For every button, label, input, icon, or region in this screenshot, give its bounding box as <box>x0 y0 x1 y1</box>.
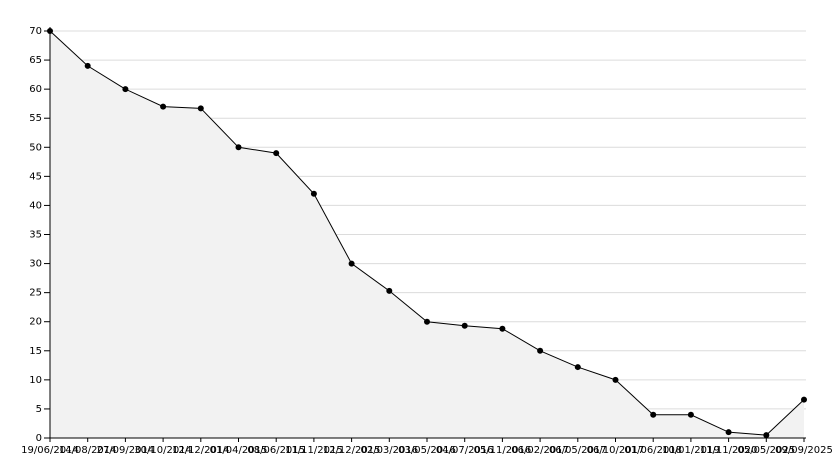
point <box>348 260 355 267</box>
point <box>763 432 770 439</box>
point <box>650 411 657 418</box>
point <box>273 150 280 157</box>
point <box>499 325 506 332</box>
point <box>574 364 581 371</box>
x-tick-label: 11/11/2015 <box>285 445 343 456</box>
point <box>687 411 694 418</box>
point <box>461 322 468 329</box>
point <box>424 318 430 325</box>
x-tick-label: 10/01/2019 <box>662 445 720 456</box>
area-fill <box>50 31 804 438</box>
y-tick-label: 60 <box>29 84 42 95</box>
y-tick-label: 10 <box>29 375 42 386</box>
y-tick-label: 50 <box>29 142 42 153</box>
x-tick-label: 01/04/2015 <box>210 445 268 456</box>
y-tick-label: 65 <box>29 55 42 66</box>
y-tick-label: 45 <box>29 171 42 182</box>
y-tick-label: 40 <box>29 200 42 211</box>
x-tick-label: 06/10/2017 <box>587 445 645 456</box>
y-tick-label: 15 <box>29 346 42 357</box>
point <box>47 28 53 34</box>
x-tick-label: 12/12/2015 <box>323 445 381 456</box>
x-tick-label: 14/08/2014 <box>59 445 117 456</box>
x-tick-label: 03/05/2016 <box>398 445 456 456</box>
x-tick-label: 30/10/2014 <box>134 445 192 456</box>
y-tick-label: 25 <box>29 288 42 299</box>
x-tick-label: 11/11/2020 <box>700 445 758 456</box>
x-tick-label: 27/09/2014 <box>97 445 155 456</box>
x-tick-label: 04/07/2016 <box>436 445 494 456</box>
x-tick-label: 08/06/2015 <box>247 445 305 456</box>
x-tick-label: 06/05/2017 <box>549 445 607 456</box>
x-tick-label: 05/11/2016 <box>474 445 532 456</box>
x-tick-label: 09/09/2025 <box>775 445 833 456</box>
point <box>386 287 393 294</box>
y-tick-label: 30 <box>29 259 42 270</box>
point <box>235 144 242 151</box>
point <box>801 396 807 403</box>
point <box>537 347 544 354</box>
x-tick-label: 12/12/2014 <box>172 445 230 456</box>
y-tick-label: 35 <box>29 230 42 241</box>
x-tick-label: 19/06/2014 <box>21 445 79 456</box>
x-tick-label: 05/05/2025 <box>737 445 795 456</box>
x-tick-label: 02/03/2016 <box>360 445 418 456</box>
x-tick-label: 01/06/2018 <box>624 445 682 456</box>
point <box>197 105 204 112</box>
y-tick-label: 70 <box>29 26 42 37</box>
y-tick-label: 0 <box>36 433 42 444</box>
x-tick-label: 06/02/2017 <box>511 445 569 456</box>
point <box>310 190 317 197</box>
point <box>725 429 732 436</box>
point <box>612 376 619 383</box>
y-tick-label: 55 <box>29 113 42 124</box>
point <box>122 86 129 93</box>
point <box>84 62 91 69</box>
y-tick-label: 20 <box>29 317 42 328</box>
y-tick-label: 5 <box>36 404 42 415</box>
point <box>160 103 167 110</box>
